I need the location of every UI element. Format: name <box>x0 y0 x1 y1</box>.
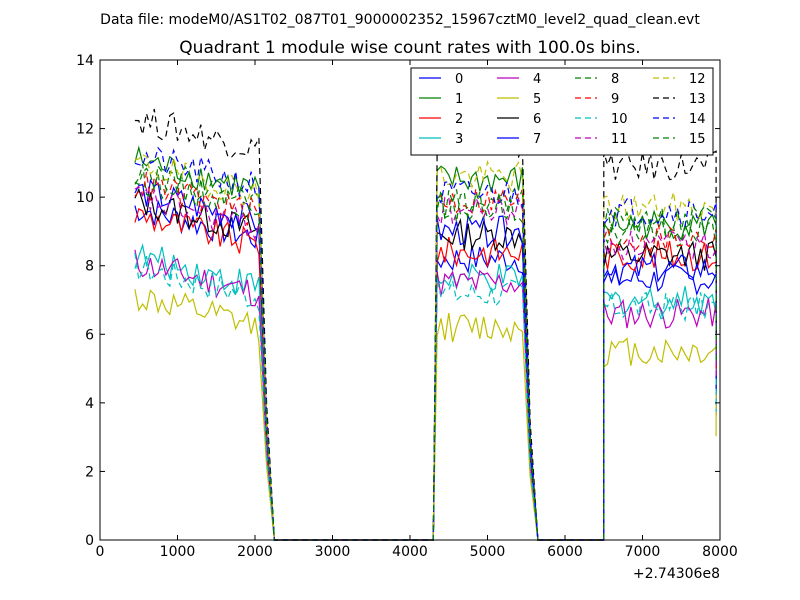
legend-label-7: 7 <box>533 132 541 147</box>
legend-label-12: 12 <box>689 72 706 87</box>
legend-label-4: 4 <box>533 72 541 87</box>
x-offset-label: +2.74306e8 <box>633 566 720 582</box>
legend-label-15: 15 <box>689 132 706 147</box>
y-tick-label: 0 <box>85 533 94 549</box>
series-line-6 <box>134 187 717 541</box>
x-tick-label: 2000 <box>237 544 273 560</box>
series-line-4 <box>134 249 717 541</box>
legend-label-9: 9 <box>611 92 619 107</box>
legend-label-1: 1 <box>455 92 463 107</box>
x-tick-label: 4000 <box>392 544 428 560</box>
x-tick-label: 3000 <box>315 544 351 560</box>
legend-label-5: 5 <box>533 92 541 107</box>
legend-label-6: 6 <box>533 112 541 127</box>
x-tick-label: 8000 <box>702 544 738 560</box>
data-file-label: Data file: modeM0/AS1T02_087T01_90000023… <box>100 12 700 28</box>
series-line-5 <box>134 289 717 541</box>
legend-box <box>410 67 714 156</box>
series-line-9 <box>134 172 717 541</box>
y-tick-label: 14 <box>76 53 94 69</box>
y-tick-label: 2 <box>85 464 94 480</box>
x-tick-label: 6000 <box>547 544 583 560</box>
x-tick-label: 0 <box>96 544 105 560</box>
y-tick-label: 6 <box>85 327 94 343</box>
y-tick-label: 12 <box>76 122 94 138</box>
series-line-11 <box>134 185 717 541</box>
y-tick-label: 8 <box>85 259 94 275</box>
legend-label-8: 8 <box>611 72 619 87</box>
series-line-0 <box>134 199 717 541</box>
series-layer <box>134 108 717 541</box>
series-line-2 <box>134 208 717 541</box>
legend-label-14: 14 <box>689 112 706 127</box>
chart-title: Quadrant 1 module wise count rates with … <box>179 38 640 58</box>
legend-label-3: 3 <box>455 132 463 147</box>
y-tick-label: 10 <box>76 190 94 206</box>
legend-label-0: 0 <box>455 72 463 87</box>
x-tick-label: 5000 <box>470 544 506 560</box>
series-line-15 <box>134 164 717 541</box>
series-line-12 <box>134 154 717 541</box>
series-line-10 <box>134 252 717 541</box>
legend-label-2: 2 <box>455 112 463 127</box>
y-tick-label: 4 <box>85 396 94 412</box>
series-line-8 <box>134 164 717 541</box>
x-tick-label: 1000 <box>160 544 196 560</box>
x-axis: 0 1000 2000 3000 4000 5000 6000 7000 8000 <box>96 60 738 560</box>
x-tick-label: 7000 <box>625 544 661 560</box>
legend-label-10: 10 <box>611 112 628 127</box>
legend-label-11: 11 <box>611 132 628 147</box>
legend-label-13: 13 <box>689 92 706 107</box>
